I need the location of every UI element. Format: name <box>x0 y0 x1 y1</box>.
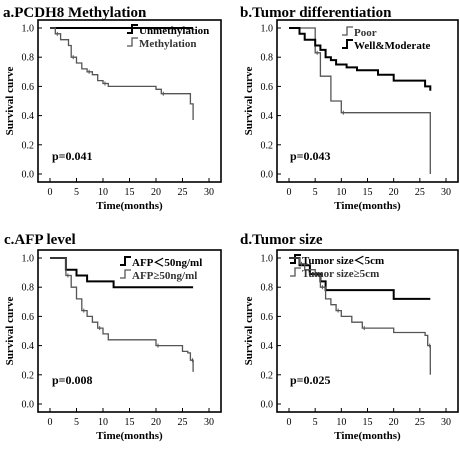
p-value-annotation: p=0.043 <box>290 149 331 163</box>
x-tick-label: 10 <box>336 417 346 428</box>
legend-entry: AFP≥50ng/ml <box>132 270 197 282</box>
chart-panel-0: a.PCDH8 Methylation 0.0 0.2 0.4 0.6 0.8 1.0 0 5 1… <box>3 5 222 212</box>
x-tick-label: 30 <box>204 417 214 428</box>
y-tick-label: 0.0 <box>261 400 274 411</box>
y-axis-label: Survival curve <box>243 67 255 136</box>
y-axis-label: Survival curve <box>4 297 16 366</box>
legend-entry: Methylation <box>139 38 196 50</box>
legend-entry: Unmethylation <box>139 25 209 37</box>
x-tick-label: 5 <box>313 187 318 198</box>
x-tick-label: 25 <box>178 187 188 198</box>
y-tick-label: 0.2 <box>261 370 274 381</box>
x-tick-label: 15 <box>363 187 373 198</box>
y-tick-label: 0.6 <box>22 312 35 323</box>
x-tick-label: 10 <box>98 187 108 198</box>
x-tick-label: 25 <box>415 187 425 198</box>
x-tick-label: 20 <box>151 417 161 428</box>
chart-title: d.Tumor size <box>240 232 323 248</box>
y-tick-label: 0.4 <box>22 111 35 122</box>
y-tick-label: 1.0 <box>22 254 35 265</box>
y-tick-label: 0.4 <box>261 341 274 352</box>
chart-title: a.PCDH8 Methylation <box>3 5 147 21</box>
y-tick-label: 0.8 <box>261 53 274 64</box>
legend-entry: Poor <box>354 27 377 39</box>
x-tick-label: 0 <box>48 417 53 428</box>
survival-line-series-1 <box>50 27 194 120</box>
legend-symbol <box>120 256 131 266</box>
x-tick-label: 10 <box>336 187 346 198</box>
y-tick-label: 1.0 <box>261 254 274 265</box>
x-tick-label: 0 <box>287 187 292 198</box>
y-tick-label: 1.0 <box>261 24 274 35</box>
legend-symbol <box>342 39 353 49</box>
x-tick-label: 15 <box>125 187 135 198</box>
y-tick-label: 0.2 <box>22 140 35 151</box>
legend-symbol <box>290 254 301 264</box>
survival-line-series-1 <box>50 257 194 372</box>
legend-entry: Well&Moderate <box>354 40 430 52</box>
chart-panel-3: d.Tumor size 0.0 0.2 0.4 0.6 0.8 1.0 0 5 10 15 20 25… <box>240 232 459 442</box>
x-axis-label: Time(months) <box>334 200 401 212</box>
x-tick-label: 25 <box>415 417 425 428</box>
x-tick-label: 0 <box>48 187 53 198</box>
x-tick-label: 5 <box>313 417 318 428</box>
legend-symbol <box>290 267 301 277</box>
x-axis-label: Time(months) <box>96 200 163 212</box>
y-tick-label: 0.6 <box>261 82 274 93</box>
p-value-annotation: p=0.025 <box>290 373 331 387</box>
x-tick-label: 25 <box>178 417 188 428</box>
x-tick-label: 20 <box>151 187 161 198</box>
y-tick-label: 0.8 <box>22 53 35 64</box>
legend-entry: Tumor size≥5cm <box>302 268 379 280</box>
y-tick-label: 1.0 <box>22 24 35 35</box>
y-tick-label: 0.4 <box>22 341 35 352</box>
chart-panel-2: c.AFP level 0.0 0.2 0.4 0.6 0.8 1.0 0 5 10 15 20 25 3… <box>4 232 222 442</box>
legend-entry: AFP＜50ng/ml <box>132 257 202 269</box>
p-value-annotation: p=0.041 <box>52 149 93 163</box>
x-tick-label: 15 <box>125 417 135 428</box>
y-tick-label: 0.6 <box>22 82 35 93</box>
legend-symbol <box>127 24 138 34</box>
x-tick-label: 20 <box>389 187 399 198</box>
chart-panel-1: b.Tumor differentiation 0.0 0.2 0.4 0.6 0.8 1.… <box>240 5 459 212</box>
x-axis-label: Time(months) <box>334 430 401 442</box>
y-tick-label: 0.2 <box>22 370 35 381</box>
x-tick-label: 0 <box>287 417 292 428</box>
y-axis-label: Survival curve <box>243 297 255 366</box>
y-tick-label: 0.6 <box>261 312 274 323</box>
chart-title: c.AFP level <box>4 232 76 248</box>
y-tick-label: 0.4 <box>261 111 274 122</box>
x-tick-label: 20 <box>389 417 399 428</box>
y-tick-label: 0.8 <box>22 283 35 294</box>
x-tick-label: 5 <box>74 187 79 198</box>
p-value-annotation: p=0.008 <box>52 373 93 387</box>
x-tick-label: 30 <box>204 187 214 198</box>
x-tick-label: 15 <box>363 417 373 428</box>
y-tick-label: 0.0 <box>22 170 35 181</box>
x-axis-label: Time(months) <box>96 430 163 442</box>
y-tick-label: 0.2 <box>261 140 274 151</box>
legend-symbol <box>127 37 138 47</box>
x-tick-label: 30 <box>441 417 451 428</box>
y-tick-label: 0.0 <box>22 400 35 411</box>
x-tick-label: 5 <box>74 417 79 428</box>
y-axis-label: Survival curve <box>4 67 16 136</box>
y-tick-label: 0.8 <box>261 283 274 294</box>
y-tick-label: 0.0 <box>261 170 274 181</box>
x-tick-label: 30 <box>441 187 451 198</box>
survival-line-series-1 <box>289 257 431 375</box>
chart-title: b.Tumor differentiation <box>240 5 392 21</box>
legend-symbol <box>120 269 131 279</box>
legend-symbol <box>342 26 353 36</box>
survival-line-series-1 <box>289 27 432 91</box>
x-tick-label: 10 <box>98 417 108 428</box>
legend-entry: Tumor size＜5cm <box>302 255 384 267</box>
